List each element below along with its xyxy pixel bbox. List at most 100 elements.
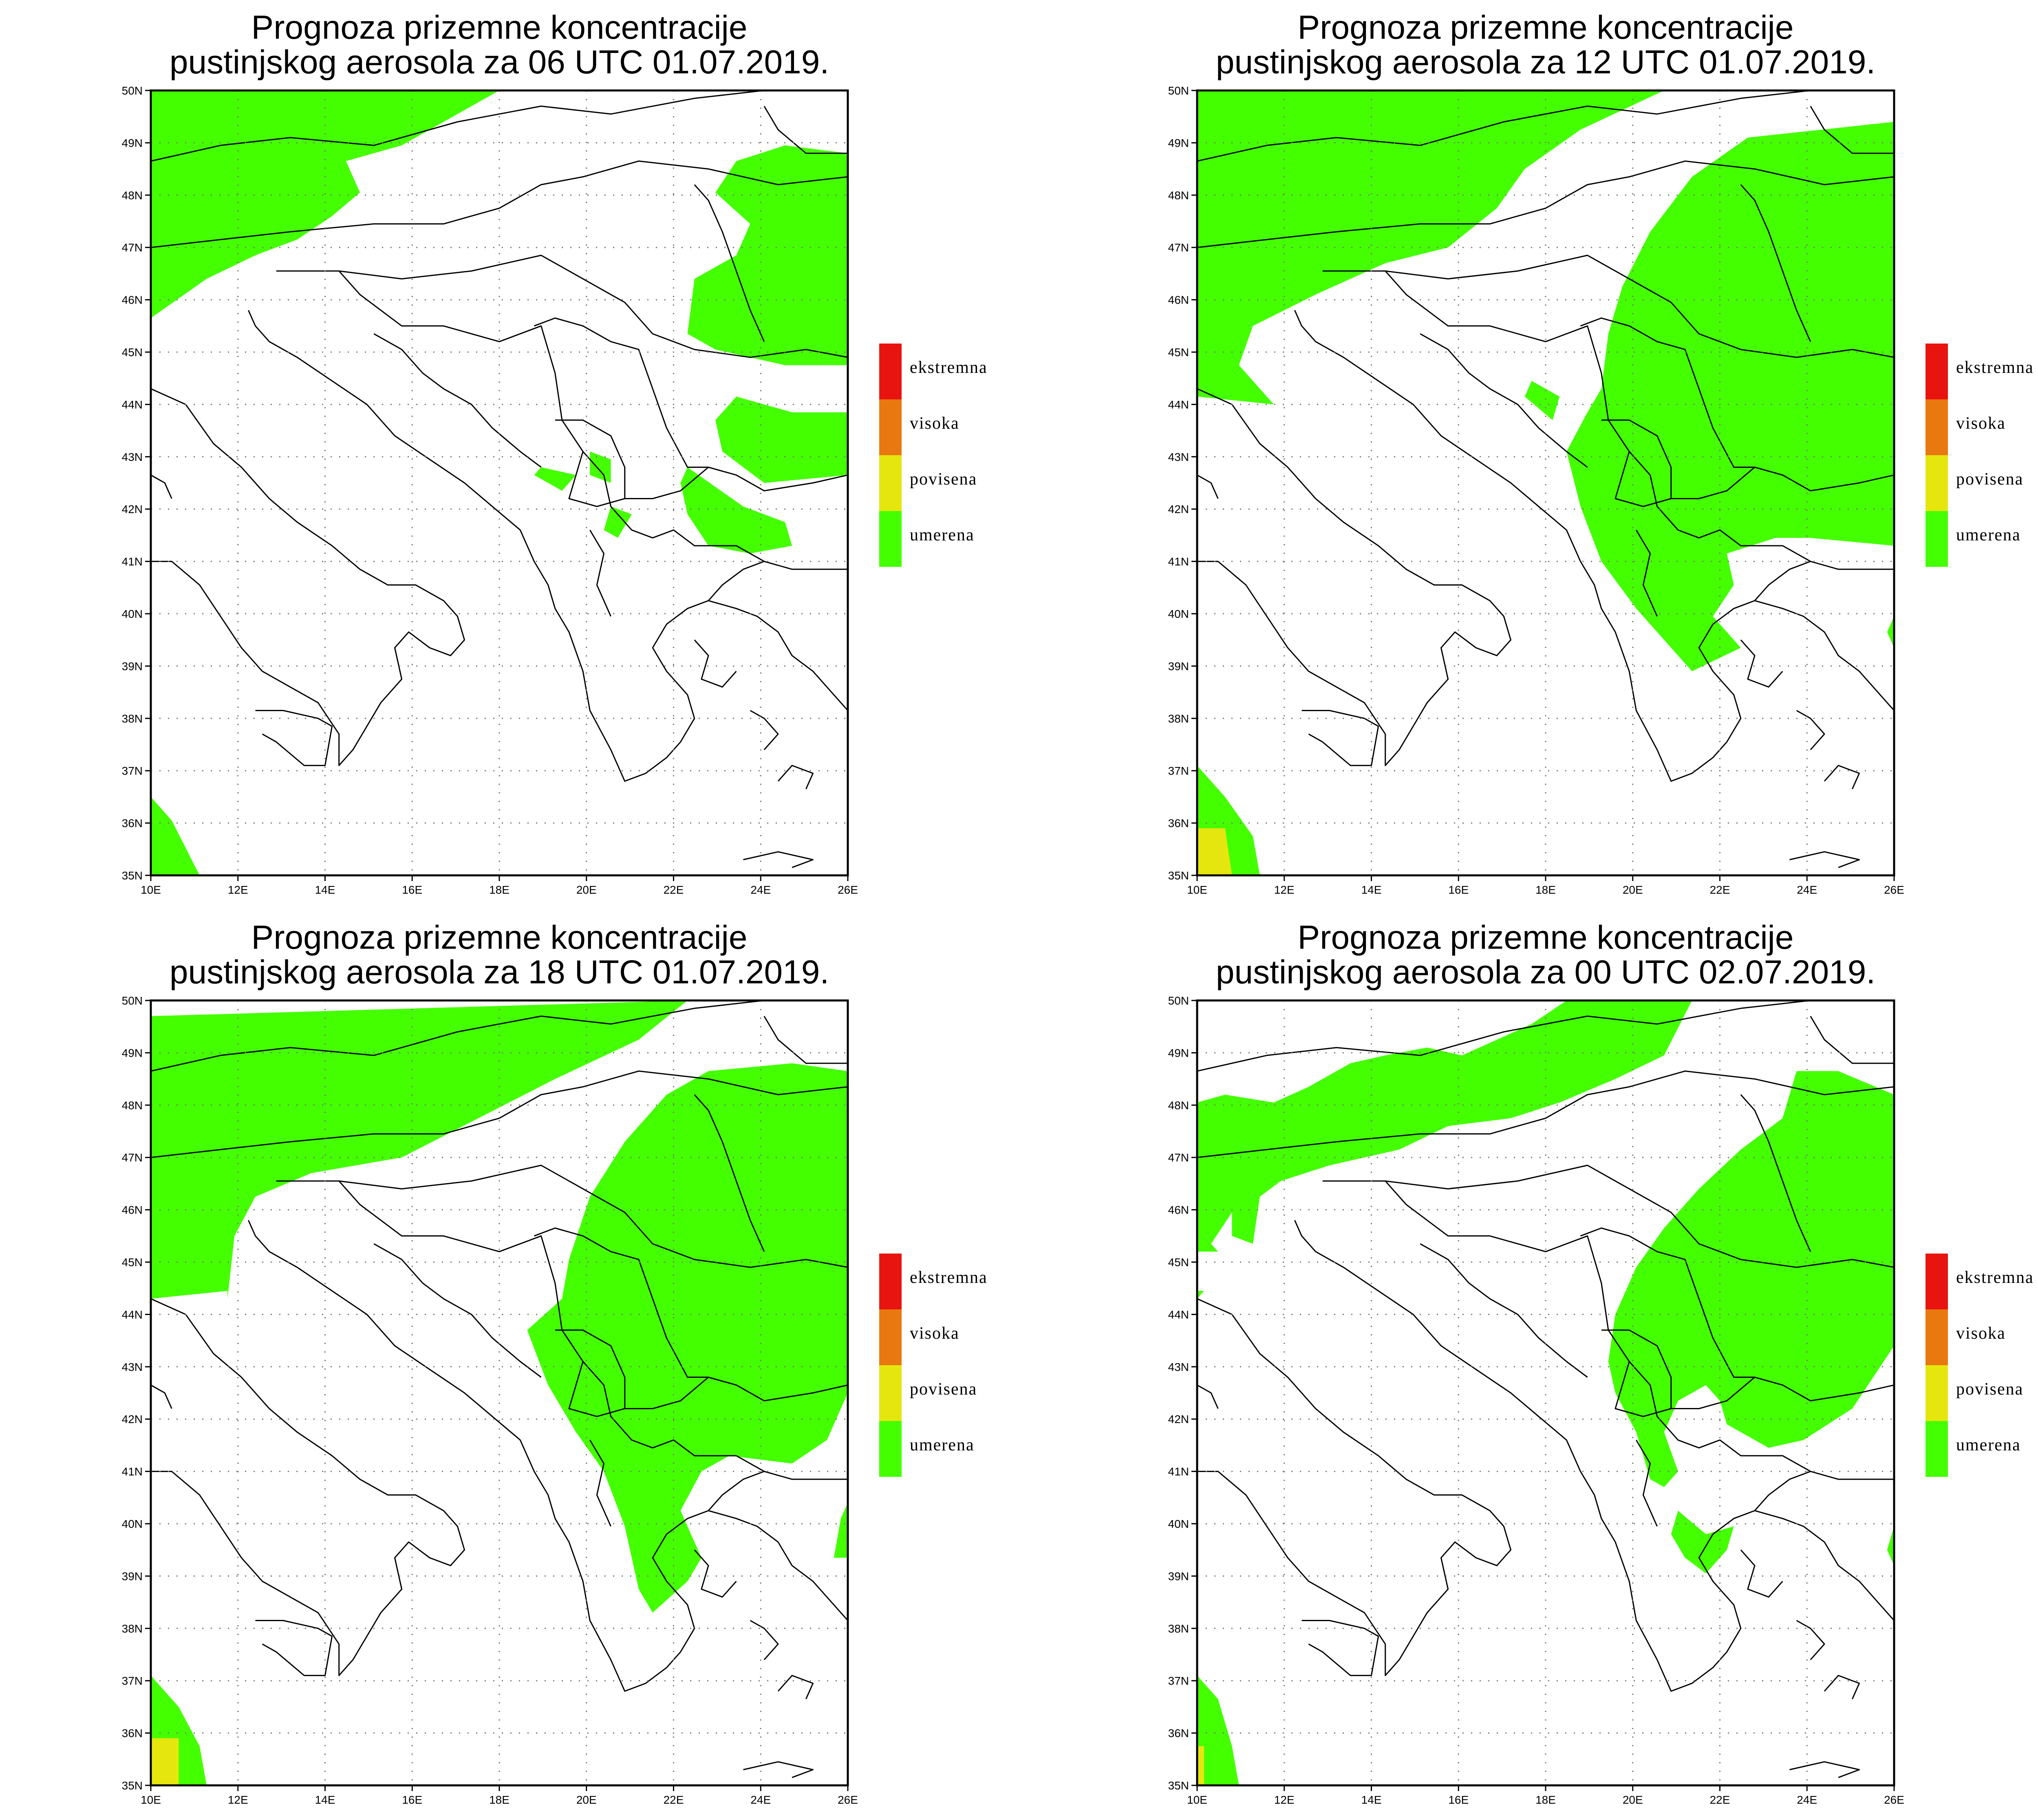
lon-label: 22E — [1710, 1794, 1730, 1806]
map-title-line2: pustinjskog aerosola za 12 UTC 01.07.201… — [1216, 44, 1875, 81]
aerosol-umerena-area — [151, 1000, 688, 1299]
map-border-line — [1824, 765, 1860, 789]
map-border-line — [151, 90, 764, 162]
lat-label: 48N — [122, 1099, 143, 1112]
lon-label: 18E — [1535, 884, 1556, 896]
map-border-line — [708, 1510, 848, 1621]
map-border-line — [534, 317, 708, 468]
forecast-map-00utc: Prognoza prizemne koncentracije pustinjsk… — [1046, 910, 2038, 1820]
lat-label: 42N — [1168, 1413, 1189, 1426]
legend-label-visoka: visoka — [910, 1324, 959, 1343]
map-border-line — [694, 184, 765, 342]
aerosol-umerena-area — [1566, 122, 1894, 672]
lon-label: 26E — [1884, 884, 1904, 896]
map-border-line — [1601, 419, 1672, 499]
map-border-line — [1789, 1761, 1860, 1778]
aerosol-umerena-area — [527, 1063, 848, 1613]
lat-label: 46N — [1168, 1204, 1189, 1216]
map-border-line — [555, 1329, 626, 1409]
map-border-line — [534, 1227, 708, 1378]
map-border-line — [694, 639, 737, 688]
aerosol-umerena-area — [1197, 90, 1664, 405]
map-title-line1: Prognoza prizemne koncentracije — [1298, 9, 1794, 46]
aerosol-umerena-area — [534, 467, 576, 491]
map-title-line1: Prognoza prizemne koncentracije — [251, 919, 748, 956]
lon-label: 16E — [1448, 1794, 1469, 1806]
lon-label: 18E — [1535, 1794, 1556, 1806]
lat-label: 44N — [1168, 398, 1189, 411]
map-border-line — [1824, 1675, 1860, 1699]
map-title-line2: pustinjskog aerosola za 00 UTC 02.07.201… — [1216, 954, 1875, 991]
lat-label: 44N — [122, 1308, 143, 1321]
lon-label: 16E — [402, 1794, 422, 1806]
forecast-map-18utc: Prognoza prizemne koncentracije pustinjsk… — [0, 910, 1046, 1820]
map-border-line — [743, 1761, 814, 1778]
lat-label: 41N — [1168, 1465, 1189, 1478]
lat-label: 36N — [1168, 817, 1189, 830]
map-border-line — [1301, 710, 1379, 766]
aerosol-umerena-area — [1887, 616, 1894, 648]
legend-swatch-umerena — [879, 511, 902, 567]
legend-swatch-umerena — [879, 1421, 902, 1477]
lon-label: 12E — [228, 1794, 248, 1806]
map-border-line — [151, 1000, 764, 1072]
lat-label: 45N — [1168, 346, 1189, 359]
lon-label: 12E — [1274, 884, 1295, 896]
legend-label-umerena: umerena — [910, 526, 975, 544]
lat-label: 37N — [122, 1675, 143, 1687]
legend-swatch-ekstremna — [879, 1254, 902, 1309]
lat-label: 39N — [1168, 1570, 1189, 1582]
lon-label: 18E — [489, 1794, 510, 1806]
map-border-line — [1322, 1165, 1894, 1268]
concentration-legend: ekstremna visoka povisena umerena — [879, 1254, 988, 1477]
map-border-line — [373, 1243, 542, 1378]
lat-label: 41N — [1168, 555, 1189, 568]
aerosol-umerena-area — [1197, 1675, 1239, 1785]
map-border-line — [151, 1298, 465, 1676]
map-border-line — [151, 474, 172, 499]
lat-label: 35N — [1168, 1779, 1189, 1792]
map-layers — [1197, 90, 1894, 875]
lat-label: 44N — [122, 398, 143, 411]
legend-label-povisena: povisena — [910, 470, 977, 489]
map-border-line — [1197, 474, 1219, 499]
lat-label: 42N — [122, 503, 143, 516]
map-border-line — [1754, 600, 1894, 711]
legend-swatch-visoka — [879, 399, 902, 455]
lat-label: 50N — [122, 994, 143, 1007]
map-border-line — [750, 1620, 779, 1660]
map-border-line — [1796, 1620, 1825, 1660]
lat-label: 41N — [122, 1465, 143, 1478]
lat-label: 36N — [1168, 1727, 1189, 1740]
map-border-line — [1301, 1620, 1379, 1676]
lat-label: 42N — [1168, 503, 1189, 516]
lat-label: 46N — [1168, 294, 1189, 306]
lat-label: 46N — [122, 1204, 143, 1216]
lat-label: 43N — [1168, 451, 1189, 463]
concentration-legend: ekstremna visoka povisena umerena — [1926, 1254, 2033, 1477]
lat-label: 43N — [122, 451, 143, 463]
map-border-line — [1789, 851, 1860, 868]
legend-swatch-ekstremna — [1926, 1254, 1948, 1309]
lon-label: 10E — [1187, 1794, 1207, 1806]
lat-label: 43N — [122, 1361, 143, 1373]
aerosol-umerena-area — [1608, 1071, 1894, 1487]
aerosol-umerena-area — [715, 397, 848, 483]
legend-label-povisena: povisena — [910, 1380, 977, 1399]
lat-label: 47N — [1168, 1151, 1189, 1164]
aerosol-umerena-area — [680, 467, 792, 554]
lat-label: 50N — [1168, 84, 1189, 97]
concentration-legend: ekstremna visoka povisena umerena — [1926, 344, 2034, 567]
lon-label: 10E — [141, 884, 161, 896]
map-title-line1: Prognoza prizemne koncentracije — [251, 9, 748, 46]
legend-label-ekstremna: ekstremna — [1956, 358, 2034, 377]
map-border-line — [1197, 388, 1511, 766]
lon-label: 24E — [1797, 884, 1817, 896]
lat-label: 40N — [122, 608, 143, 620]
map-layers — [1197, 1000, 1894, 1785]
lon-label: 14E — [1361, 884, 1382, 896]
legend-label-povisena: povisena — [1956, 470, 2023, 489]
legend-label-ekstremna: ekstremna — [910, 1268, 988, 1287]
aerosol-povisena-area — [151, 1738, 179, 1785]
aerosol-umerena-area — [1887, 1526, 1894, 1566]
